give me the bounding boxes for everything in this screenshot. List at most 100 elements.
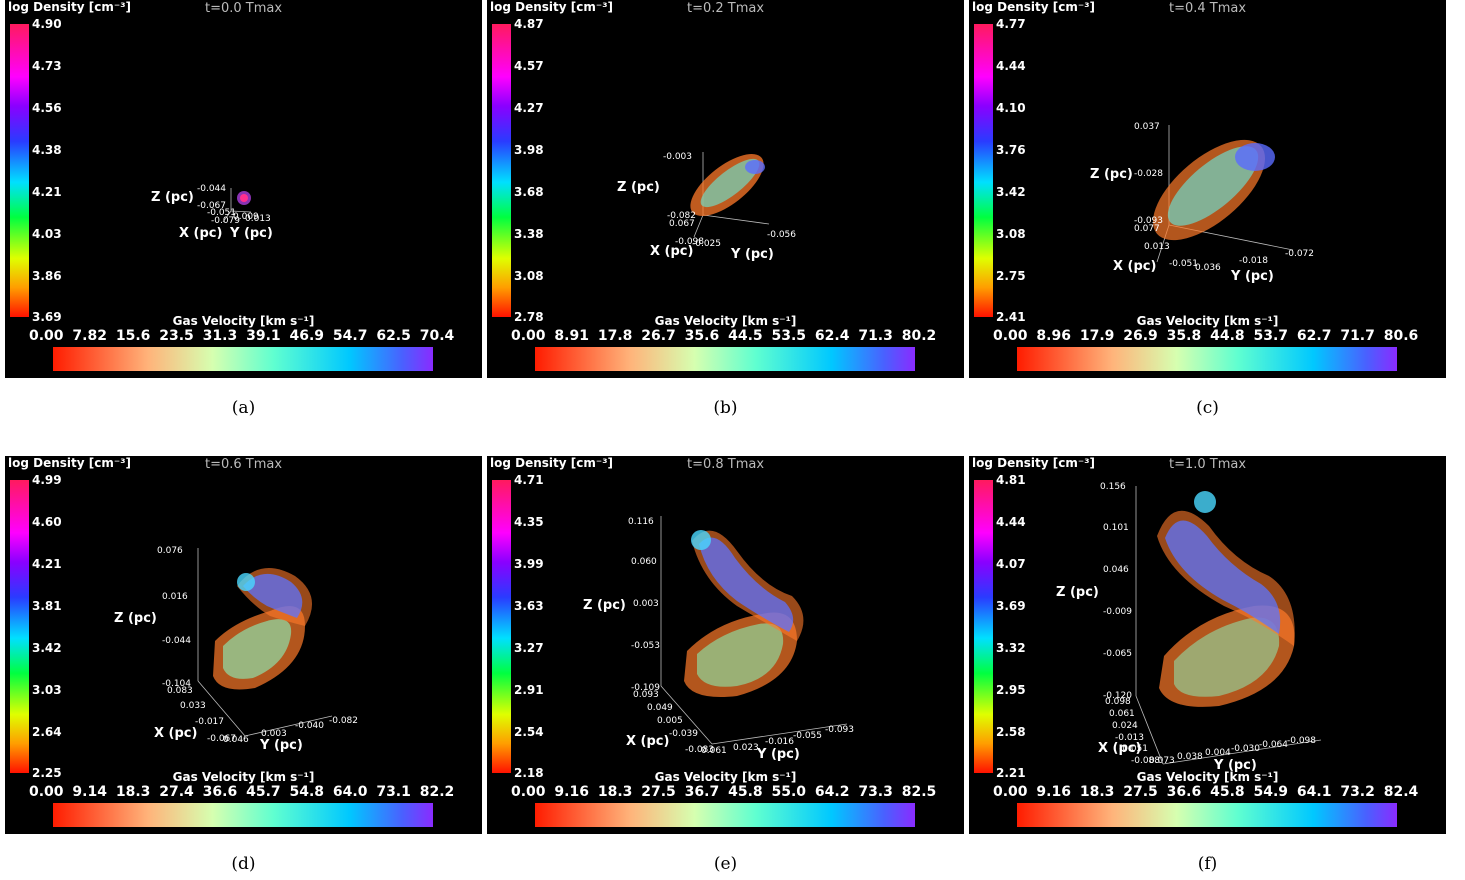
- density-tick: 2.21: [996, 766, 1026, 780]
- x-tick: -0.051: [1169, 259, 1198, 269]
- y-tick: 0.009: [233, 212, 259, 222]
- x-tick: -0.098: [675, 237, 704, 247]
- velocity-colorbar: [535, 803, 915, 827]
- density-tick: 4.90: [32, 17, 62, 31]
- density-tick: 2.41: [996, 310, 1026, 324]
- density-tick: 2.25: [32, 766, 62, 780]
- density-tick: 2.91: [514, 683, 544, 697]
- z-tick: 0.101: [1103, 523, 1129, 533]
- panel-c: 0.037 -0.028 -0.093 0.077 0.013 -0.051 0…: [969, 0, 1446, 378]
- density-tick: 3.08: [996, 227, 1026, 241]
- z-axis-label: Z (pc): [1056, 585, 1099, 600]
- density-tick: 2.58: [996, 725, 1026, 739]
- density-tick: 4.21: [32, 557, 62, 571]
- z-tick: -0.120: [1103, 691, 1132, 701]
- x-tick: -0.051: [207, 208, 236, 218]
- x-tick: -0.017: [195, 717, 224, 727]
- visualization-c: 0.037 -0.028 -0.093 0.077 0.013 -0.051 0…: [1090, 122, 1314, 284]
- density-tick: 4.56: [32, 101, 62, 115]
- density-tick: 3.99: [514, 557, 544, 571]
- x-tick: -0.051: [1119, 744, 1148, 754]
- z-tick: -0.082: [667, 211, 696, 221]
- visualization-b: -0.003 -0.082 0.067 -0.098 -0.025 -0.056…: [617, 152, 796, 262]
- velocity-ticks: 0.00 8.96 17.9 26.9 35.8 44.8 53.7 62.7 …: [993, 328, 1419, 344]
- density-colorbar: [492, 480, 511, 773]
- density-tick: 4.35: [514, 515, 544, 529]
- density-tick: 3.42: [32, 641, 62, 655]
- density-tick: 4.87: [514, 17, 544, 31]
- density-tick: 4.07: [996, 557, 1026, 571]
- z-tick: -0.009: [1103, 607, 1132, 617]
- density-tick: 3.42: [996, 185, 1026, 199]
- z-tick: 0.046: [1103, 565, 1129, 575]
- density-tick: 4.03: [32, 227, 62, 241]
- x-axis-label: X (pc): [626, 734, 669, 749]
- y-tick: 0.061: [701, 746, 727, 756]
- density-tick: 2.95: [996, 683, 1026, 697]
- x-tick: -0.079: [211, 216, 240, 226]
- z-tick: 0.060: [631, 557, 657, 567]
- y-tick: 0.003: [261, 729, 287, 739]
- x-tick: 0.077: [1134, 224, 1160, 234]
- caption-a: (a): [231, 398, 256, 418]
- y-axis-label: Y (pc): [730, 247, 774, 262]
- density-colorbar-title: log Density [cm⁻³]: [490, 456, 613, 470]
- y-tick: -0.056: [767, 230, 796, 240]
- z-tick: -0.044: [162, 636, 191, 646]
- density-tick: 3.76: [996, 143, 1026, 157]
- panel-d: 0.076 0.016 -0.044 -0.104 0.083 0.033 -0…: [5, 456, 482, 834]
- x-tick: 0.067: [669, 219, 695, 229]
- x-tick: -0.088: [1131, 756, 1160, 766]
- visualization-a: -0.044 -0.067 -0.051 -0.079 0.009 0.013 …: [151, 184, 273, 241]
- density-colorbar-title: log Density [cm⁻³]: [972, 0, 1095, 14]
- density-tick: 4.21: [32, 185, 62, 199]
- y-tick: 0.038: [1177, 752, 1203, 762]
- time-label: t=0.8 Tmax: [686, 457, 765, 472]
- panel-b: -0.003 -0.082 0.067 -0.098 -0.025 -0.056…: [487, 0, 964, 378]
- density-tick: 2.78: [514, 310, 544, 324]
- x-axis-label: X (pc): [179, 226, 222, 241]
- x-axis-label: X (pc): [1098, 741, 1141, 756]
- y-axis-label: Y (pc): [259, 738, 303, 753]
- y-tick: 0.004: [1205, 748, 1231, 758]
- density-tick: 3.08: [514, 269, 544, 283]
- caption-c: (c): [1196, 398, 1219, 418]
- density-colorbar-title: log Density [cm⁻³]: [490, 0, 613, 14]
- time-label: t=0.0 Tmax: [204, 1, 283, 16]
- density-tick: 4.57: [514, 59, 544, 73]
- density-colorbar: [974, 480, 993, 773]
- visualization-e: 0.116 0.060 0.003 -0.053 -0.109 0.093 0.…: [583, 516, 854, 762]
- density-tick: 2.64: [32, 725, 62, 739]
- z-axis-label: Z (pc): [583, 598, 626, 613]
- z-tick: -0.067: [197, 201, 226, 211]
- y-tick: -0.030: [1231, 744, 1260, 754]
- panel-a: -0.044 -0.067 -0.051 -0.079 0.009 0.013 …: [5, 0, 482, 378]
- caption-e: (e): [713, 854, 738, 874]
- y-tick: 0.073: [1149, 756, 1175, 766]
- velocity-colorbar-title: Gas Velocity [km s⁻¹]: [654, 314, 797, 328]
- density-colorbar: [10, 480, 29, 773]
- density-tick: 3.03: [32, 683, 62, 697]
- velocity-colorbar: [53, 347, 433, 371]
- density-tick: 4.10: [996, 101, 1026, 115]
- y-tick: -0.040: [295, 721, 324, 731]
- density-tick: 3.81: [32, 599, 62, 613]
- velocity-ticks: 0.00 9.16 18.3 27.5 36.7 45.8 55.0 64.2 …: [511, 784, 937, 800]
- density-tick: 4.81: [996, 473, 1026, 487]
- density-tick: 4.73: [32, 59, 62, 73]
- caption-b: (b): [713, 398, 738, 418]
- z-tick: 0.116: [628, 517, 654, 527]
- x-tick: -0.039: [669, 729, 698, 739]
- x-axis-label: X (pc): [650, 244, 693, 259]
- y-axis-label: Y (pc): [1213, 758, 1257, 773]
- density-colorbar-title: log Density [cm⁻³]: [8, 456, 131, 470]
- density-tick: 3.38: [514, 227, 544, 241]
- density-tick: 4.44: [996, 59, 1026, 73]
- density-tick: 4.27: [514, 101, 544, 115]
- x-tick: 0.061: [1109, 709, 1135, 719]
- visualization-f: 0.156 0.101 0.046 -0.009 -0.065 -0.120 0…: [1056, 482, 1322, 773]
- z-tick: -0.109: [631, 683, 660, 693]
- velocity-colorbar: [1017, 803, 1397, 827]
- x-axis-label: X (pc): [154, 726, 197, 741]
- z-tick: -0.065: [1103, 649, 1132, 659]
